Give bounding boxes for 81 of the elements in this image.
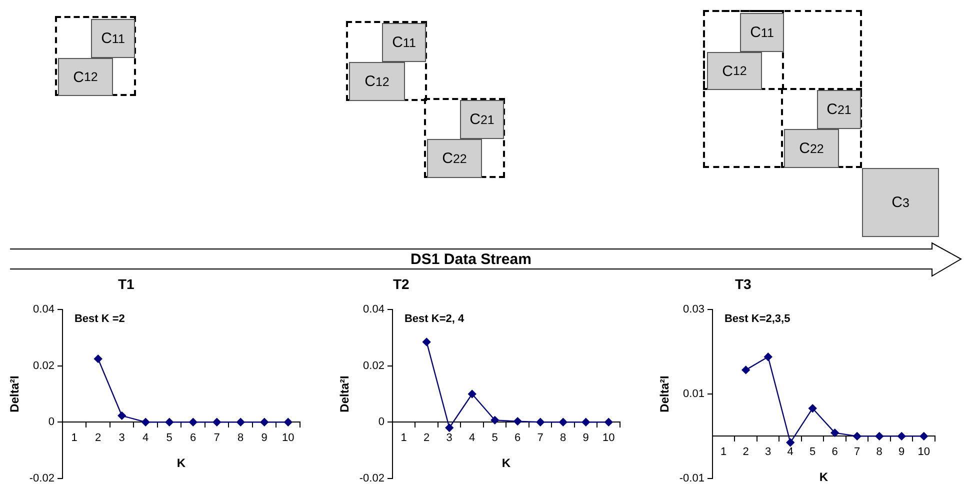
x-tick-label: 2 [95, 432, 102, 444]
x-tick-label: 3 [118, 432, 125, 444]
x-tick-label: 2 [424, 432, 430, 444]
x-tick-label: 8 [238, 432, 244, 444]
y-tick-label: 0 [48, 416, 54, 428]
point [165, 418, 174, 426]
x-tick-label: 4 [787, 446, 794, 458]
y-axis-title: Delta²I [658, 376, 672, 412]
point [514, 417, 522, 426]
annotation: Best K=2, 4 [404, 313, 465, 326]
y-tick-label: 0 [378, 416, 384, 428]
x-tick-label: 4 [469, 432, 476, 444]
x-tick-label: 8 [560, 432, 566, 444]
x-tick-label: 1 [71, 432, 78, 444]
point [142, 418, 150, 426]
x-tick-label: 6 [832, 446, 838, 458]
chart-title: T2 [393, 276, 410, 292]
y-tick-label: 0.01 [683, 388, 704, 400]
x-tick-label: 7 [537, 432, 544, 444]
point [853, 432, 862, 440]
x-tick-label: 3 [446, 432, 452, 444]
x-tick-label: 5 [492, 432, 498, 444]
x-tick-label: 1 [400, 432, 407, 444]
point [830, 428, 839, 437]
x-tick-label: 1 [720, 446, 727, 458]
point [94, 354, 102, 363]
point [808, 404, 817, 412]
x-axis-title: K [819, 470, 828, 484]
x-tick-label: 9 [898, 446, 905, 458]
point [582, 418, 590, 426]
x-tick-label: 10 [918, 446, 930, 458]
x-tick-label: 2 [742, 446, 749, 458]
point [284, 418, 292, 426]
x-tick-label: 6 [514, 432, 521, 444]
y-tick-label: -0.02 [359, 472, 384, 484]
annotation: Best K =2 [74, 313, 125, 326]
y-axis-title: Delta²I [8, 376, 22, 412]
point [604, 418, 613, 426]
x-tick-label: 10 [282, 432, 294, 444]
x-tick-label: 5 [166, 432, 172, 444]
point [118, 412, 126, 420]
y-tick-label: 0.02 [363, 360, 384, 372]
y-axis-title: Delta²I [338, 376, 352, 412]
x-tick-label: 7 [854, 446, 860, 458]
point [212, 418, 221, 426]
text: DS1 Data Stream [410, 250, 532, 269]
point [764, 352, 772, 361]
x-axis-title: K [176, 456, 186, 470]
x-tick-label: 9 [261, 432, 268, 444]
point [786, 438, 794, 447]
x-tick-label: 10 [602, 432, 615, 444]
point [189, 418, 198, 426]
x-tick-label: 3 [765, 446, 772, 458]
point [920, 432, 928, 440]
y-tick-label: 0.04 [33, 304, 54, 316]
point [422, 338, 431, 346]
point [898, 432, 906, 440]
x-tick-label: 6 [190, 432, 196, 444]
chart-title: T1 [118, 276, 134, 292]
y-tick-label: 0.03 [683, 304, 704, 316]
x-tick-label: 5 [810, 446, 816, 458]
y-tick-label: -0.01 [679, 472, 704, 484]
point [742, 366, 750, 374]
x-tick-label: 4 [142, 432, 149, 444]
point [468, 390, 476, 398]
y-tick-label: 0.04 [363, 304, 384, 316]
x-tick-label: 9 [582, 432, 589, 444]
y-tick-label: 0.02 [33, 360, 54, 372]
point [445, 424, 454, 432]
x-axis-title: K [502, 456, 511, 470]
point [236, 418, 245, 426]
x-tick-label: 7 [214, 432, 220, 444]
point [260, 418, 268, 426]
point [875, 432, 884, 440]
x-tick-label: 8 [876, 446, 882, 458]
point [490, 416, 499, 424]
y-tick-label: -0.02 [29, 472, 54, 484]
point [559, 418, 568, 426]
chart-title: T3 [735, 276, 752, 292]
point [536, 418, 544, 426]
annotation: Best K=2,3,5 [724, 313, 790, 326]
